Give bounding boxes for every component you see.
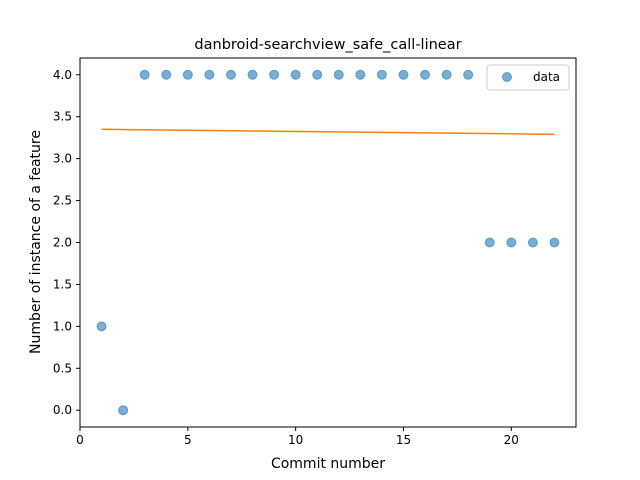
data-point: [527, 237, 538, 248]
y-tick-label: 1.0: [53, 319, 72, 333]
y-tick-label: 4.0: [53, 68, 72, 82]
data-point: [549, 237, 560, 248]
data-point: [139, 69, 150, 80]
x-tick-label: 5: [184, 433, 192, 447]
data-point: [333, 69, 344, 80]
data-point: [420, 69, 431, 80]
data-point: [96, 321, 107, 332]
y-tick-label: 2.5: [53, 194, 72, 208]
data-point: [290, 69, 301, 80]
data-point: [506, 237, 517, 248]
data-point: [161, 69, 172, 80]
legend-marker: [502, 72, 512, 82]
x-axis: 0 5 10 15 20: [76, 427, 519, 447]
x-tick-label: 20: [504, 433, 519, 447]
y-tick-label: 0.0: [53, 403, 72, 417]
y-axis-label: Number of instance of a feature: [28, 130, 44, 354]
trend-line: [101, 128, 555, 136]
plot-area: [96, 69, 560, 416]
x-tick-label: 15: [396, 433, 411, 447]
data-point: [182, 69, 193, 80]
data-point: [269, 69, 280, 80]
data-point: [398, 69, 409, 80]
data-point: [247, 69, 258, 80]
legend-label: data: [533, 70, 560, 84]
data-point: [463, 69, 474, 80]
data-point: [118, 405, 129, 416]
x-tick-label: 10: [288, 433, 303, 447]
y-axis: 0.0 0.5 1.0 1.5 2.0 2.5 3.0 3.5 4.0: [53, 68, 80, 417]
chart-title: danbroid-searchview_safe_call-linear: [194, 37, 461, 53]
data-point: [225, 69, 236, 80]
data-point: [355, 69, 366, 80]
x-tick-label: 0: [76, 433, 84, 447]
x-axis-label: Commit number: [271, 456, 385, 472]
data-point: [441, 69, 452, 80]
y-tick-label: 1.5: [53, 277, 72, 291]
y-tick-label: 2.0: [53, 236, 72, 250]
y-tick-label: 3.0: [53, 152, 72, 166]
data-point: [484, 237, 495, 248]
legend: data: [486, 64, 570, 91]
y-tick-label: 3.5: [53, 110, 72, 124]
y-tick-label: 0.5: [53, 361, 72, 375]
data-point: [204, 69, 215, 80]
data-point: [312, 69, 323, 80]
legend-box: [486, 64, 570, 91]
plot-frame: [79, 57, 577, 428]
data-point: [376, 69, 387, 80]
